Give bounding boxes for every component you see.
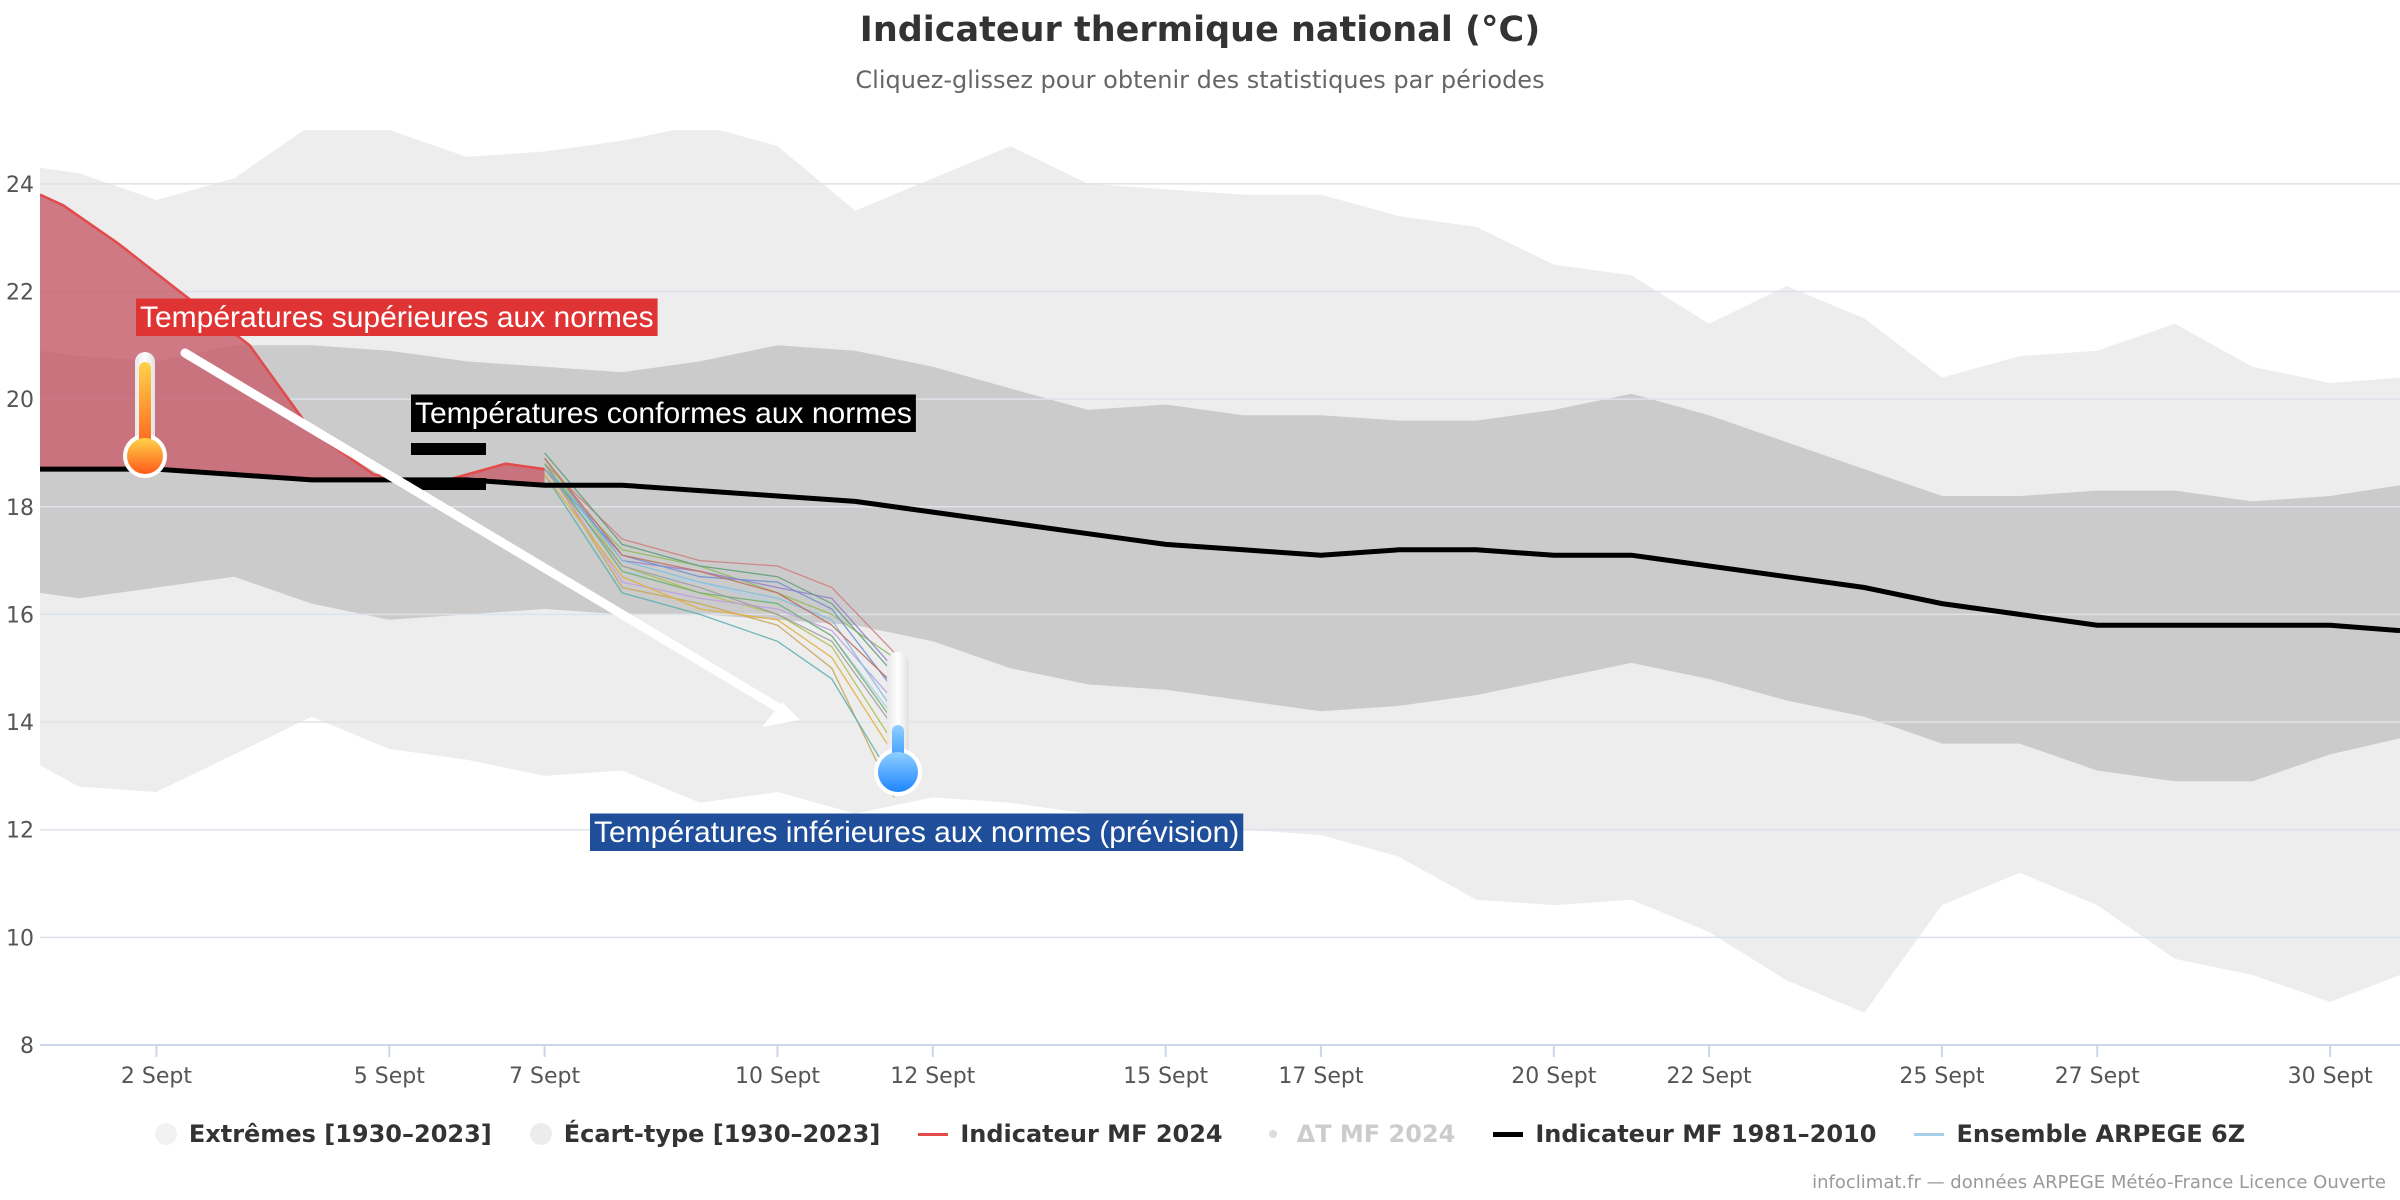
ensemble-member-line [544, 463, 895, 653]
legend-line-icon [1914, 1132, 1945, 1136]
trend-arrow-head [762, 702, 800, 727]
ensemble-member-line [544, 452, 895, 675]
mf2024-area [40, 194, 545, 486]
y-tick-label: 14 [6, 711, 34, 736]
y-tick-label: 8 [20, 1034, 34, 1059]
thermometer-warm-icon-fluid [139, 362, 151, 456]
ensemble-member-line [544, 457, 895, 685]
legend-label: ΔT MF 2024 [1296, 1120, 1456, 1148]
annotation-below-norms-bg [590, 813, 1244, 851]
x-tick-label: 15 Sept [1123, 1064, 1208, 1089]
chart-subtitle: Cliquez-glissez pour obtenir des statist… [855, 66, 1545, 94]
legend-item[interactable]: ΔT MF 2024 [1261, 1120, 1456, 1148]
ensemble-member-line [544, 474, 895, 755]
y-tick-label: 10 [6, 926, 34, 951]
legend-label: Écart-type [1930–2023] [563, 1120, 881, 1148]
ensemble-member-line [544, 463, 895, 723]
x-tick-label: 10 Sept [735, 1064, 820, 1089]
x-tick-label: 7 Sept [509, 1064, 580, 1089]
y-tick-label: 20 [6, 388, 34, 413]
annotation-normal-text: Températures conformes aux normes [415, 397, 912, 430]
x-tick-label: 27 Sept [2055, 1064, 2140, 1089]
legend-item[interactable]: Extrêmes [1930–2023] [154, 1120, 492, 1148]
annotation-below-norms: Températures inférieures aux normes (pré… [590, 813, 1244, 851]
y-tick-label: 12 [6, 819, 34, 844]
x-tick-label: 25 Sept [1899, 1064, 1984, 1089]
x-tick-label: 5 Sept [354, 1064, 425, 1089]
credits[interactable]: infoclimat.fr — données ARPEGE Météo-Fra… [1812, 1172, 2386, 1193]
x-tick-label: 17 Sept [1278, 1064, 1363, 1089]
legend-label: Extrêmes [1930–2023] [188, 1120, 492, 1148]
trend-arrow-line [180, 348, 787, 715]
x-tick-label: 30 Sept [2288, 1064, 2373, 1089]
normal-marker-bar [411, 478, 486, 490]
legend-line-icon [1493, 1131, 1524, 1137]
x-tick-label: 22 Sept [1667, 1064, 1752, 1089]
legend-item[interactable]: Indicateur MF 1981–2010 [1493, 1120, 1876, 1148]
annotation-above-norms-bg [136, 298, 658, 336]
legend-label: Indicateur MF 1981–2010 [1535, 1120, 1877, 1148]
y-tick-label: 22 [6, 280, 34, 305]
legend-dot-icon [154, 1123, 177, 1145]
x-tick-label: 12 Sept [890, 1064, 975, 1089]
annotation-normal: Températures conformes aux normes [411, 394, 916, 432]
legend-item[interactable]: Écart-type [1930–2023] [529, 1120, 881, 1148]
legend-item[interactable]: Indicateur MF 2024 [918, 1120, 1223, 1148]
legend-dot-icon [1268, 1130, 1277, 1138]
ensemble-member-line [544, 468, 895, 691]
normal-marker-bar [411, 443, 486, 455]
chart-legend: Extrêmes [1930–2023] Écart-type [1930–202… [0, 1120, 2400, 1148]
ensemble-member-line [544, 468, 895, 728]
chart-title: Indicateur thermique national (°C) [859, 10, 1541, 50]
legend-dot-icon [529, 1123, 552, 1145]
annotation-below-norms-text: Températures inférieures aux normes (pré… [594, 816, 1239, 849]
y-tick-label: 24 [6, 173, 34, 198]
annotation-above-norms: Températures supérieures aux normes [136, 298, 658, 336]
legend-label: Indicateur MF 2024 [960, 1120, 1223, 1148]
x-tick-label: 2 Sept [121, 1064, 192, 1089]
ensemble-member-line [544, 463, 895, 701]
legend-item[interactable]: Ensemble ARPEGE 6Z [1914, 1120, 2245, 1148]
legend-line-icon [918, 1132, 949, 1136]
annotation-above-norms-text: Températures supérieures aux normes [140, 301, 654, 334]
legend-label: Ensemble ARPEGE 6Z [1956, 1120, 2246, 1148]
annotation-normal-bg [411, 394, 916, 432]
x-tick-label: 20 Sept [1511, 1064, 1596, 1089]
stddev-band [40, 345, 2400, 782]
thermometer-cold-icon-bulb [878, 752, 918, 792]
thermometer-cold-icon [874, 652, 922, 796]
thermometer-warm-icon-bulb [127, 438, 163, 474]
thermometer-warm-icon [123, 352, 167, 478]
y-tick-label: 16 [6, 603, 34, 628]
ensemble-member-line [544, 474, 895, 782]
y-tick-label: 18 [6, 496, 34, 521]
